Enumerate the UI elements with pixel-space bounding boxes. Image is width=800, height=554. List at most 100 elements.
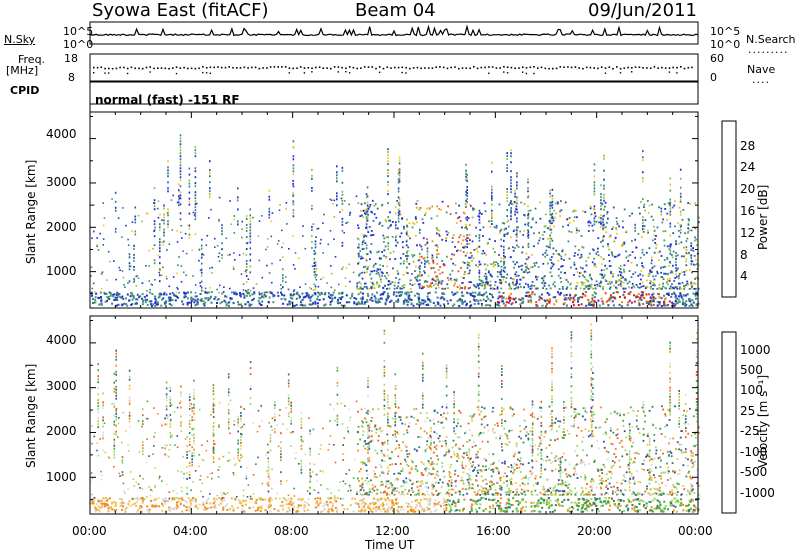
echo-cell	[692, 247, 694, 249]
echo-cell	[212, 443, 215, 445]
echo-cell	[662, 282, 664, 285]
echo-cell	[651, 256, 653, 259]
echo-cell	[562, 225, 564, 228]
echo-cell	[309, 477, 311, 480]
echo-cell	[572, 507, 575, 510]
echo-cell	[620, 271, 623, 274]
echo-cell	[311, 228, 313, 231]
echo-cell	[469, 286, 471, 289]
echo-cell	[381, 251, 383, 253]
echo-cell	[648, 272, 651, 275]
echo-cell	[557, 498, 559, 501]
echo-cell	[520, 509, 523, 512]
echo-cell	[653, 251, 656, 254]
echo-cell	[261, 295, 264, 298]
echo-cell	[589, 205, 592, 208]
echo-cell	[121, 471, 124, 474]
echo-cell	[310, 303, 313, 306]
echo-cell	[611, 228, 614, 230]
echo-cell	[214, 296, 217, 299]
echo-cell	[548, 220, 551, 223]
echo-cell	[437, 286, 440, 289]
echo-cell	[649, 280, 652, 282]
echo-cell	[194, 304, 197, 307]
echo-cell	[165, 408, 168, 411]
echo-cell	[675, 258, 677, 261]
echo-cell	[679, 291, 682, 294]
echo-cell	[176, 272, 178, 275]
echo-cell	[462, 239, 465, 242]
echo-cell	[501, 365, 503, 367]
echo-cell	[496, 301, 499, 303]
echo-cell	[386, 497, 389, 500]
echo-cell	[503, 263, 505, 266]
echo-cell	[688, 229, 691, 232]
echo-cell	[395, 291, 398, 294]
echo-cell	[649, 270, 652, 273]
echo-cell	[282, 274, 284, 277]
echo-cell	[375, 216, 378, 219]
echo-cell	[679, 231, 682, 234]
echo-cell	[419, 270, 421, 273]
echo-cell	[260, 505, 263, 508]
echo-cell	[668, 300, 671, 303]
freq-point	[578, 67, 580, 69]
echo-cell	[409, 283, 412, 285]
echo-cell	[148, 280, 151, 282]
echo-cell	[452, 234, 455, 237]
echo-cell	[397, 211, 400, 214]
echo-cell	[475, 248, 478, 250]
echo-cell	[249, 214, 252, 217]
nave-point	[311, 71, 313, 73]
freq-point	[375, 67, 377, 70]
echo-cell	[212, 435, 215, 438]
echo-cell	[128, 262, 131, 265]
echo-cell	[154, 302, 157, 304]
echo-cell	[693, 509, 696, 512]
echo-cell	[419, 207, 422, 209]
freq-point	[563, 66, 565, 69]
echo-cell	[577, 502, 580, 504]
echo-cell	[257, 506, 260, 509]
echo-cell	[367, 442, 369, 445]
nave-point	[525, 72, 528, 75]
echo-cell	[531, 406, 534, 409]
echo-cell	[691, 499, 694, 502]
echo-cell	[462, 294, 465, 297]
echo-cell	[690, 229, 693, 232]
echo-cell	[418, 301, 421, 303]
echo-cell	[95, 508, 98, 511]
echo-cell	[368, 447, 371, 450]
echo-cell	[169, 401, 172, 404]
echo-cell	[342, 497, 345, 500]
echo-cell	[418, 285, 421, 288]
echo-cell	[209, 287, 211, 289]
echo-cell	[578, 275, 581, 278]
echo-cell	[576, 281, 579, 284]
echo-cell	[602, 236, 604, 239]
echo-cell	[387, 148, 389, 151]
echo-cell	[588, 301, 590, 304]
echo-cell	[551, 419, 553, 422]
nave-tick-bottom: 0	[710, 71, 717, 84]
echo-cell	[623, 241, 626, 244]
echo-cell	[341, 190, 344, 193]
echo-cell	[600, 269, 603, 272]
echo-cell	[557, 291, 559, 294]
echo-cell	[508, 247, 510, 250]
echo-cell	[690, 248, 693, 251]
echo-cell	[547, 503, 550, 506]
echo-cell	[618, 303, 621, 306]
echo-cell	[684, 304, 687, 307]
echo-cell	[570, 334, 573, 337]
echo-cell	[492, 504, 495, 507]
echo-cell	[297, 510, 300, 513]
echo-cell	[394, 384, 397, 387]
echo-cell	[648, 301, 651, 304]
echo-cell	[451, 269, 454, 272]
echo-cell	[508, 282, 511, 285]
echo-cell	[491, 263, 494, 265]
echo-cell	[465, 226, 468, 228]
echo-cell	[523, 203, 526, 205]
echo-cell	[297, 506, 300, 509]
